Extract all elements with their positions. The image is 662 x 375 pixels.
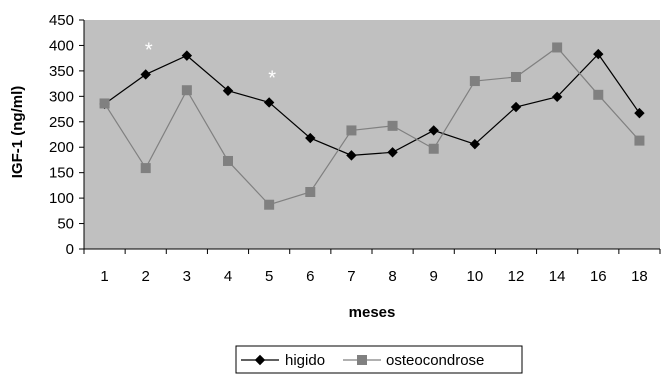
data-point-osteocondrose — [346, 125, 357, 136]
x-tick-label: 7 — [347, 268, 355, 285]
annotation-asterisk: * — [268, 67, 276, 89]
y-tick-label: 400 — [49, 37, 74, 54]
data-point-osteocondrose — [305, 187, 316, 198]
annotations: ** — [145, 39, 276, 89]
series-osteocondrose — [99, 42, 645, 210]
data-point-osteocondrose — [593, 89, 604, 100]
data-point-osteocondrose — [140, 163, 151, 174]
data-point-higido — [469, 138, 481, 150]
data-point-osteocondrose — [469, 76, 480, 87]
data-point-higido — [181, 50, 193, 61]
data-point-osteocondrose — [223, 155, 233, 166]
data-point-osteocondrose — [99, 98, 110, 109]
data-point-osteocondrose — [511, 71, 521, 82]
legend-label: higido — [285, 352, 325, 369]
legend: higido osteocondrose — [235, 345, 523, 374]
data-point-higido — [510, 101, 522, 113]
y-tick-label: 150 — [49, 165, 74, 182]
x-tick-label: 2 — [142, 268, 150, 285]
x-tick-label: 18 — [631, 268, 648, 285]
series-line-higido — [104, 53, 640, 156]
data-point-osteocondrose — [428, 143, 439, 154]
data-point-higido — [263, 97, 275, 108]
plot-area — [84, 20, 660, 249]
data-point-higido — [593, 48, 604, 60]
y-axis-title: IGF-1 (ng/ml) — [9, 86, 26, 179]
data-point-higido — [346, 150, 357, 161]
legend-item-higido: higido — [241, 352, 325, 369]
legend-marker — [357, 355, 367, 365]
y-tick-label: 350 — [49, 63, 74, 80]
data-point-higido — [387, 147, 398, 158]
x-tick-label: 3 — [183, 268, 191, 285]
data-point-osteocondrose — [387, 120, 398, 131]
x-tick-label: 1 — [100, 268, 108, 285]
data-point-higido — [222, 85, 234, 96]
data-point-higido — [551, 91, 563, 103]
y-axis: 0 50 100 150 200 250 300 350 400 450 — [49, 12, 85, 258]
y-tick-label: 450 — [49, 12, 74, 29]
x-tick-label: 4 — [224, 268, 232, 285]
x-tick-label: 9 — [430, 268, 438, 285]
data-point-osteocondrose — [552, 42, 563, 53]
legend-marker — [254, 354, 266, 366]
annotation-asterisk: * — [145, 39, 153, 61]
data-point-higido — [428, 125, 439, 136]
data-point-osteocondrose — [634, 135, 645, 146]
series-line-osteocondrose — [104, 46, 640, 206]
x-axis: 1 2 3 4 5 6 7 8 9 10 12 14 16 18 — [83, 248, 661, 285]
y-tick-label: 300 — [49, 88, 74, 105]
x-tick-label: 8 — [388, 268, 396, 285]
y-tick-label: 250 — [49, 114, 74, 131]
x-tick-label: 14 — [549, 268, 566, 285]
data-point-higido — [305, 132, 316, 144]
y-tick-label: 100 — [49, 190, 74, 207]
y-tick-label: 200 — [49, 139, 74, 156]
data-point-higido — [140, 69, 151, 80]
x-tick-label: 16 — [590, 268, 607, 285]
x-tick-label: 5 — [265, 268, 273, 285]
x-tick-label: 6 — [306, 268, 314, 285]
y-tick-label: 50 — [57, 216, 74, 233]
y-tick-label: 0 — [66, 241, 74, 258]
x-tick-label: 10 — [467, 268, 484, 285]
series-layer — [99, 42, 645, 210]
x-axis-title: meses — [349, 304, 396, 321]
data-point-osteocondrose — [181, 85, 192, 96]
legend-item-osteocondrose: osteocondrose — [343, 352, 484, 369]
data-point-higido — [634, 107, 645, 119]
x-tick-label: 12 — [508, 268, 525, 285]
legend-label: osteocondrose — [386, 352, 484, 369]
data-point-osteocondrose — [264, 199, 275, 210]
